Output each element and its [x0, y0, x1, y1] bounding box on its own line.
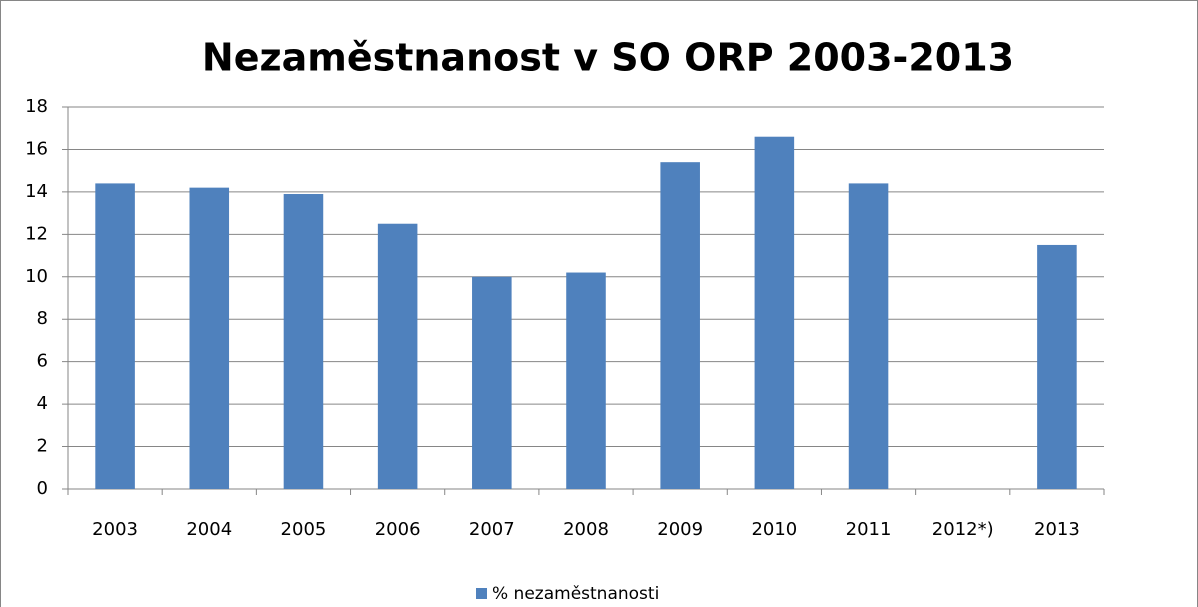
x-tick-label: 2004	[186, 519, 232, 540]
bar	[95, 183, 135, 489]
x-tick-label: 2008	[563, 519, 609, 540]
x-tick-label: 2010	[751, 519, 797, 540]
y-tick-label: 6	[37, 351, 48, 372]
y-tick-label: 14	[25, 181, 48, 202]
chart-title: Nezaměstnanost v SO ORP 2003-2013	[202, 36, 1014, 80]
bar	[566, 272, 606, 489]
bar	[472, 276, 512, 489]
x-tick-label: 2005	[281, 519, 327, 540]
x-tick-label: 2011	[846, 519, 892, 540]
y-tick-label: 4	[37, 393, 48, 414]
bar	[1037, 244, 1077, 489]
legend-swatch	[476, 588, 487, 599]
y-tick-label: 12	[25, 223, 48, 244]
y-tick-label: 10	[25, 266, 48, 287]
bar	[848, 183, 889, 489]
x-tick-label: 2012*)	[932, 519, 994, 540]
bar	[283, 194, 324, 489]
x-tick-label: 2009	[657, 519, 703, 540]
x-tick-label: 2013	[1034, 519, 1080, 540]
bar	[377, 223, 418, 489]
y-tick-label: 0	[37, 478, 48, 499]
bar	[189, 187, 230, 489]
bar	[660, 162, 700, 489]
y-tick-label: 16	[25, 138, 48, 159]
x-tick-label: 2003	[92, 519, 138, 540]
y-tick-label: 2	[37, 436, 48, 457]
y-tick-label: 18	[25, 96, 48, 117]
x-tick-label: 2006	[375, 519, 421, 540]
bar	[754, 136, 795, 489]
legend-label: % nezaměstnanosti	[492, 584, 659, 604]
x-tick-label: 2007	[469, 519, 515, 540]
y-tick-label: 8	[37, 308, 48, 329]
